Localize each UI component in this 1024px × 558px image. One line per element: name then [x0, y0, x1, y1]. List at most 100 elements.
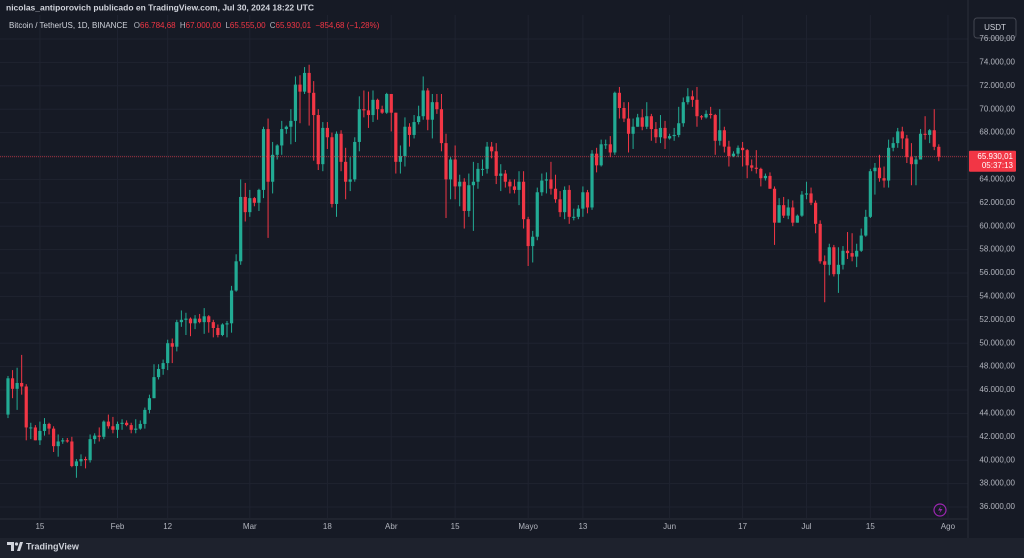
y-tick-label: 44.000,00 — [979, 409, 1015, 418]
candle-body — [517, 181, 521, 190]
candle-body — [444, 143, 448, 180]
candle-body — [220, 324, 225, 336]
candle-body — [293, 84, 298, 121]
candle-body — [29, 427, 33, 429]
candle-body — [147, 398, 152, 410]
legend-o: O — [134, 21, 140, 30]
last-price-label: 65.930,01 — [977, 152, 1013, 161]
candle-body — [234, 261, 238, 291]
candle-body — [152, 377, 156, 399]
candle-body — [184, 318, 188, 320]
candle-body — [138, 423, 142, 429]
candle-body — [467, 185, 471, 211]
candle-body — [389, 93, 393, 113]
candle-body — [572, 216, 576, 218]
candle-body — [900, 131, 904, 139]
candle-body — [640, 117, 644, 127]
x-tick-label: Jul — [801, 522, 811, 531]
candle-body — [102, 421, 106, 437]
candle-body — [508, 181, 512, 187]
candle-body — [156, 368, 161, 378]
x-tick-label: 18 — [323, 522, 332, 531]
candle-body — [485, 146, 489, 169]
candle-body — [608, 144, 612, 153]
legend-symbol: Bitcoin / TetherUS, 1D, BINANCE — [9, 21, 128, 30]
candle-body — [896, 131, 900, 144]
candle-body — [832, 247, 836, 275]
candle-body — [553, 188, 558, 200]
candle-body — [15, 382, 19, 389]
candle-body — [836, 264, 841, 275]
candle-body — [430, 102, 434, 120]
candle-body — [289, 120, 293, 127]
candle-body — [339, 133, 343, 162]
candle-body — [786, 207, 790, 216]
candle-body — [398, 155, 402, 162]
candle-body — [563, 189, 567, 213]
candle-body — [111, 426, 115, 430]
y-tick-label: 38.000,00 — [979, 479, 1015, 488]
candle-body — [476, 168, 480, 182]
candle-body — [604, 144, 608, 146]
candle-body — [371, 99, 375, 116]
candle-body — [490, 146, 494, 152]
candle-body — [143, 409, 147, 424]
candle-body — [357, 109, 361, 142]
candle-body — [800, 194, 804, 216]
candle-body — [458, 181, 462, 187]
candle-body — [677, 123, 681, 135]
y-tick-label: 76.000,00 — [979, 34, 1015, 43]
candle-body — [667, 136, 672, 139]
candle-body — [47, 423, 51, 429]
candle-body — [120, 422, 124, 424]
currency-button[interactable] — [973, 17, 1017, 39]
candle-body — [585, 192, 590, 208]
candle-body — [864, 216, 868, 236]
candle-body — [540, 180, 544, 193]
candle-body — [344, 161, 348, 182]
candle-body — [736, 147, 740, 154]
candle-body — [535, 192, 539, 237]
candle-body — [914, 159, 918, 165]
lightning-icon[interactable] — [933, 503, 947, 517]
candle-body — [65, 440, 69, 442]
candle-body — [125, 422, 129, 426]
candle-body — [868, 171, 872, 217]
candle-body — [494, 151, 498, 176]
y-tick-label: 50.000,00 — [979, 338, 1015, 347]
candle-body — [923, 133, 927, 135]
candle-body — [38, 430, 42, 441]
candle-body — [56, 441, 60, 447]
y-tick-label: 52.000,00 — [979, 315, 1015, 324]
x-tick-label: Mar — [243, 522, 257, 531]
candle-body — [841, 250, 845, 265]
candle-body — [918, 133, 923, 160]
currency-label[interactable]: USDT — [984, 23, 1006, 32]
candle-body — [243, 196, 247, 213]
candle-body — [549, 179, 553, 189]
candle-body — [257, 189, 261, 203]
x-tick-label: Feb — [111, 522, 125, 531]
y-tick-label: 40.000,00 — [979, 455, 1015, 464]
legend-change: −854,68 (−1,28%) — [315, 21, 379, 30]
candle-body — [649, 116, 653, 130]
candle-body — [626, 118, 631, 134]
candle-body — [768, 175, 772, 189]
y-tick-label: 70.000,00 — [979, 104, 1015, 113]
candle-body — [225, 323, 229, 325]
candle-body — [622, 108, 626, 119]
candle-body — [654, 129, 658, 138]
candles — [6, 64, 941, 478]
countdown-label: 05:37:13 — [982, 161, 1014, 170]
candle-body — [366, 110, 371, 116]
candle-body — [93, 435, 97, 440]
x-tick-label: Mayo — [518, 522, 538, 531]
x-tick-label: Jun — [663, 522, 676, 531]
y-tick-label: 62.000,00 — [979, 198, 1015, 207]
y-tick-label: 48.000,00 — [979, 362, 1015, 371]
candle-body — [129, 425, 133, 430]
candle-body — [891, 143, 895, 148]
candle-body — [175, 322, 179, 347]
